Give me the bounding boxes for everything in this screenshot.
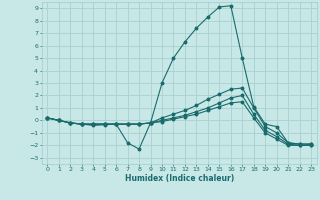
X-axis label: Humidex (Indice chaleur): Humidex (Indice chaleur): [124, 174, 234, 183]
